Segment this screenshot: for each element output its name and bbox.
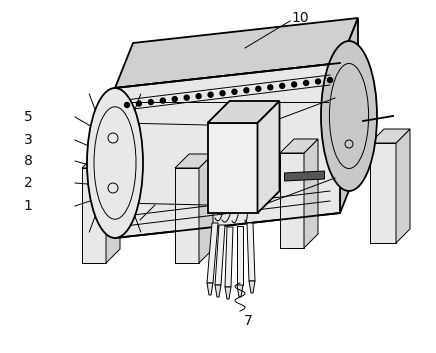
Polygon shape	[175, 168, 199, 263]
Circle shape	[160, 98, 165, 103]
Circle shape	[268, 85, 273, 90]
Polygon shape	[249, 281, 255, 293]
Polygon shape	[370, 143, 396, 243]
Circle shape	[196, 94, 201, 99]
Polygon shape	[225, 227, 233, 287]
Polygon shape	[82, 168, 106, 263]
Circle shape	[327, 78, 333, 83]
Circle shape	[316, 79, 320, 84]
Polygon shape	[285, 171, 324, 181]
Ellipse shape	[321, 41, 377, 191]
Polygon shape	[175, 154, 213, 168]
Circle shape	[172, 97, 177, 102]
Polygon shape	[280, 153, 304, 248]
Circle shape	[256, 86, 261, 91]
Text: 8: 8	[24, 154, 32, 168]
Circle shape	[125, 102, 129, 108]
Polygon shape	[115, 18, 358, 88]
Circle shape	[244, 88, 249, 93]
Polygon shape	[207, 283, 213, 295]
Text: 2: 2	[24, 176, 32, 190]
Polygon shape	[280, 139, 318, 153]
Text: 7: 7	[244, 314, 252, 328]
Circle shape	[220, 91, 225, 96]
Polygon shape	[225, 287, 231, 299]
Polygon shape	[82, 154, 120, 168]
Polygon shape	[396, 129, 410, 243]
Circle shape	[136, 101, 141, 106]
Ellipse shape	[87, 88, 143, 238]
Polygon shape	[258, 101, 279, 213]
Polygon shape	[370, 129, 410, 143]
Polygon shape	[215, 285, 221, 297]
Polygon shape	[237, 226, 243, 285]
Text: 4: 4	[124, 216, 133, 230]
Circle shape	[148, 100, 153, 104]
Polygon shape	[215, 225, 225, 285]
Text: 1: 1	[24, 199, 32, 213]
Polygon shape	[340, 18, 358, 213]
Polygon shape	[106, 154, 120, 263]
Text: 3: 3	[24, 133, 32, 147]
Polygon shape	[207, 223, 218, 283]
Polygon shape	[208, 123, 258, 213]
Circle shape	[232, 89, 237, 94]
Polygon shape	[208, 101, 279, 123]
Circle shape	[280, 83, 285, 88]
Polygon shape	[304, 139, 318, 248]
Text: 5: 5	[24, 110, 32, 124]
Polygon shape	[115, 63, 340, 238]
Circle shape	[292, 82, 296, 87]
Circle shape	[184, 95, 189, 100]
Polygon shape	[247, 223, 255, 281]
Circle shape	[208, 92, 213, 97]
Text: 10: 10	[291, 11, 309, 25]
Circle shape	[303, 80, 309, 85]
Polygon shape	[237, 285, 243, 297]
Polygon shape	[199, 154, 213, 263]
